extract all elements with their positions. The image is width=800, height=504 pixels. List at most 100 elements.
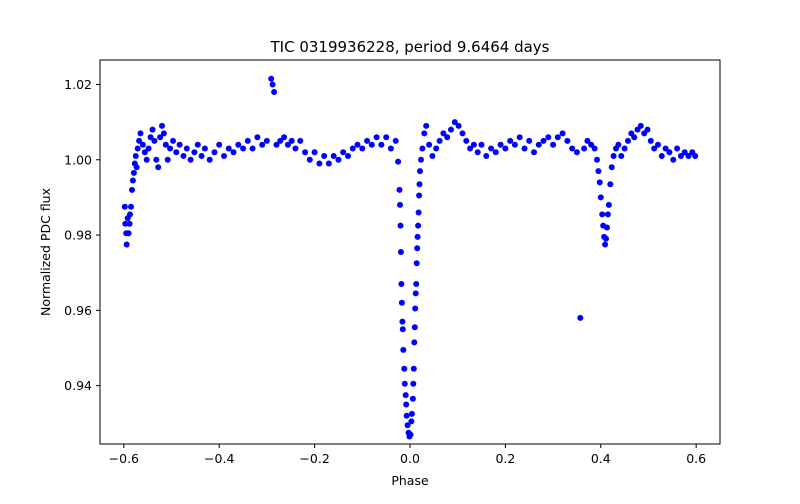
data-point bbox=[412, 290, 419, 297]
data-point bbox=[497, 141, 504, 148]
data-point bbox=[604, 211, 611, 218]
data-point bbox=[137, 130, 144, 137]
data-point bbox=[596, 179, 603, 186]
data-point bbox=[416, 181, 423, 188]
data-point bbox=[621, 145, 628, 152]
data-point bbox=[269, 81, 276, 88]
data-point bbox=[263, 137, 270, 144]
data-point bbox=[292, 145, 299, 152]
data-point bbox=[412, 305, 419, 312]
data-point bbox=[340, 149, 347, 156]
data-point bbox=[607, 181, 614, 188]
data-point bbox=[685, 153, 692, 159]
data-point bbox=[584, 137, 591, 144]
data-point bbox=[416, 192, 423, 199]
data-point bbox=[153, 156, 160, 163]
data-point bbox=[455, 122, 462, 129]
data-point bbox=[615, 141, 622, 148]
data-point bbox=[302, 149, 309, 156]
data-point bbox=[545, 134, 552, 141]
data-point bbox=[674, 145, 681, 152]
y-axis-ticks: 0.94 0.96 0.98 1.00 1.02 bbox=[64, 77, 100, 393]
data-point bbox=[325, 160, 332, 167]
data-point bbox=[268, 75, 275, 82]
data-point bbox=[399, 318, 406, 325]
data-point bbox=[162, 141, 169, 148]
data-point bbox=[577, 314, 584, 321]
data-point bbox=[502, 145, 509, 152]
data-point bbox=[414, 233, 421, 240]
data-point bbox=[559, 130, 566, 137]
data-point bbox=[413, 281, 420, 287]
data-point bbox=[692, 153, 699, 159]
data-point bbox=[436, 137, 443, 144]
data-point bbox=[126, 220, 133, 227]
data-point bbox=[599, 211, 606, 218]
data-point bbox=[516, 134, 523, 141]
data-point bbox=[143, 156, 150, 163]
data-point bbox=[403, 412, 410, 419]
data-point bbox=[281, 134, 288, 141]
data-point bbox=[404, 422, 411, 429]
data-point bbox=[387, 145, 394, 152]
data-point bbox=[637, 122, 644, 129]
data-point bbox=[507, 137, 514, 144]
data-point bbox=[271, 89, 278, 95]
data-point bbox=[597, 194, 604, 201]
data-point bbox=[610, 153, 617, 159]
data-point bbox=[132, 153, 139, 159]
data-point bbox=[478, 141, 485, 148]
data-point bbox=[259, 141, 266, 148]
data-point bbox=[681, 149, 688, 156]
y-tick-label: 0.94 bbox=[64, 378, 92, 393]
data-point bbox=[191, 149, 198, 156]
data-point bbox=[396, 186, 403, 193]
data-point bbox=[470, 141, 477, 148]
data-point bbox=[221, 153, 227, 159]
data-point bbox=[230, 149, 237, 156]
data-point bbox=[373, 134, 380, 141]
data-point bbox=[129, 186, 135, 193]
data-point bbox=[550, 141, 557, 148]
data-point bbox=[288, 137, 295, 144]
data-point bbox=[658, 153, 665, 159]
data-point bbox=[440, 130, 447, 137]
data-point bbox=[321, 153, 328, 159]
data-point bbox=[128, 203, 134, 210]
data-point bbox=[397, 249, 404, 255]
data-point bbox=[564, 137, 571, 144]
data-point bbox=[123, 241, 130, 248]
data-point bbox=[134, 145, 141, 152]
data-point bbox=[608, 164, 615, 171]
data-point bbox=[488, 145, 495, 152]
data-point bbox=[306, 156, 313, 163]
y-tick-label: 0.96 bbox=[64, 303, 92, 318]
data-point bbox=[164, 156, 171, 163]
data-point bbox=[647, 137, 654, 144]
data-point bbox=[670, 156, 677, 163]
data-point bbox=[531, 149, 537, 156]
data-point bbox=[311, 149, 318, 156]
data-point bbox=[194, 141, 201, 148]
data-point bbox=[130, 169, 137, 176]
x-tick-label: −0.4 bbox=[204, 451, 234, 466]
data-point bbox=[444, 134, 451, 141]
data-point bbox=[284, 141, 291, 148]
data-point bbox=[403, 401, 410, 408]
data-point bbox=[408, 410, 415, 417]
data-point bbox=[423, 122, 430, 129]
data-point bbox=[378, 141, 385, 148]
data-point bbox=[526, 137, 533, 144]
data-point bbox=[409, 395, 416, 402]
data-point bbox=[244, 137, 251, 144]
data-point bbox=[240, 145, 247, 152]
x-tick-label: 0.2 bbox=[495, 451, 515, 466]
data-point bbox=[399, 326, 406, 333]
data-point bbox=[429, 153, 436, 159]
data-point bbox=[125, 230, 132, 237]
data-point bbox=[400, 346, 407, 353]
data-point bbox=[604, 224, 610, 231]
x-tick-label: 0.4 bbox=[591, 451, 611, 466]
data-point bbox=[410, 380, 417, 387]
